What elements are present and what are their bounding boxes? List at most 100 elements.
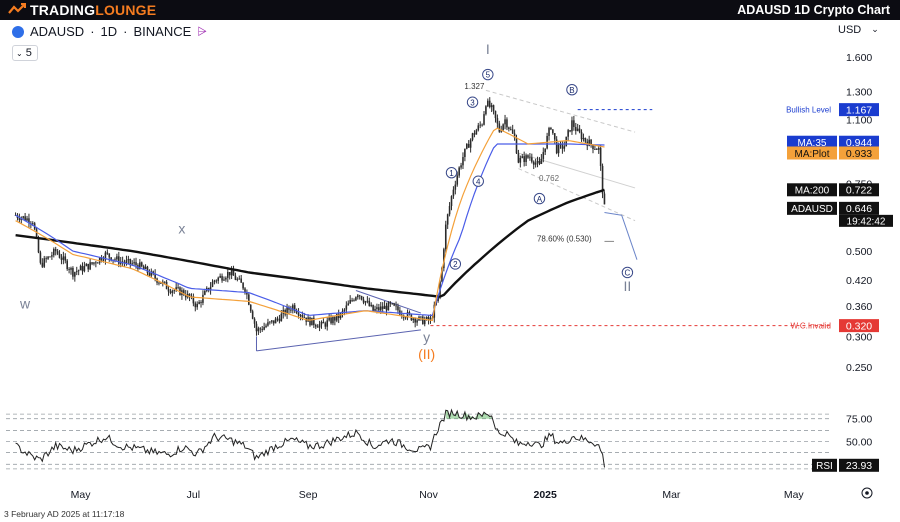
candle-body [96, 262, 99, 264]
rsi-name-text: RSI [816, 461, 833, 472]
moving-averages [15, 127, 605, 322]
candle-body [131, 263, 133, 265]
wave-5-label: 5 [486, 71, 491, 80]
candle-body [544, 148, 546, 153]
candle-body [351, 300, 353, 301]
candle-body [75, 271, 78, 273]
candle-body [378, 307, 380, 311]
candle-body [85, 263, 88, 267]
candle-body [353, 300, 355, 301]
candle-body [538, 160, 541, 164]
candle-body [389, 302, 392, 304]
candle-body [416, 320, 418, 323]
candle-body [372, 304, 374, 311]
candle-body [144, 266, 147, 269]
candle-body [406, 312, 409, 318]
candle-body [184, 294, 187, 298]
candle-body [274, 318, 277, 324]
candle-body [357, 295, 359, 298]
candle-body [98, 257, 101, 263]
candle-body [563, 146, 566, 149]
candle-body [429, 318, 432, 321]
candle-body [360, 296, 363, 300]
exchange-label: BINANCE [133, 24, 192, 39]
candle-body [540, 158, 543, 164]
candle-body [555, 139, 558, 154]
wave-b-circle [566, 84, 578, 96]
wave-5-circle [482, 68, 494, 81]
wave-y-label: y [423, 329, 430, 345]
symbol-legend[interactable]: ADAUSD · 1D · BINANCE ⩥ [12, 24, 207, 39]
candle-body [139, 262, 141, 269]
candle-body [66, 260, 68, 270]
currency-label: USD [838, 24, 862, 36]
candle-body [173, 290, 176, 291]
candle-body [597, 147, 600, 150]
label-name-box [787, 183, 837, 197]
wave-4-label: 4 [476, 177, 481, 186]
fib-ratio-label: 78.60% (0.530) [537, 234, 592, 243]
candle-body [68, 269, 70, 270]
label-name-box [787, 201, 837, 215]
candle-body [517, 153, 520, 163]
candle-body [125, 260, 128, 263]
candle-body [318, 324, 321, 328]
candle-body [324, 323, 327, 327]
candle-body [118, 256, 120, 264]
candle-body [248, 294, 250, 305]
candle-body [100, 257, 103, 261]
time-tick-label: Sep [299, 489, 318, 501]
channel-upper-line [485, 89, 636, 133]
candle-body [362, 299, 365, 303]
candle-body [288, 307, 290, 310]
candle-body [574, 126, 577, 131]
time-axis[interactable]: May Jul Sep Nov 2025 Mar May [71, 487, 873, 501]
candle-body [188, 293, 191, 298]
candle-body [504, 119, 506, 125]
candle-body [460, 165, 462, 168]
candle-body [511, 129, 514, 134]
price-axis[interactable]: 1.6001.3001.1000.9500.7500.5000.4200.360… [786, 52, 893, 472]
candle-body [110, 257, 112, 261]
candle-body [481, 124, 483, 126]
candle-body [121, 261, 124, 263]
candle-body [379, 306, 382, 311]
candle-body [77, 270, 80, 272]
candle-body [343, 309, 346, 312]
candle-body [450, 196, 453, 207]
candle-body [209, 286, 212, 291]
time-tick-label: Mar [662, 489, 681, 501]
top-bar: TRADINGLOUNGE ADAUSD 1D Crypto Chart [0, 0, 900, 20]
price-value-text: 0.933 [846, 148, 872, 160]
candle-body [64, 256, 67, 261]
currency-selector[interactable]: USD ⌄ [838, 24, 879, 36]
candle-body [146, 266, 149, 273]
candle-body [192, 296, 195, 304]
candle-body [81, 265, 84, 272]
candle-body [249, 304, 252, 312]
price-tick-label: 0.250 [846, 362, 872, 374]
indicators-toggle[interactable]: ⌄ 5 [12, 45, 38, 61]
candle-body [47, 256, 49, 259]
retrace-price-label: 0.762 [539, 174, 560, 183]
time-tick-label: Jul [187, 489, 200, 501]
candle-body [54, 249, 57, 252]
candle-body [270, 320, 273, 322]
candle-body [408, 312, 411, 315]
plugin-icon[interactable]: ⩥ [197, 24, 207, 38]
candle-body [525, 155, 527, 163]
candle-body [502, 124, 504, 131]
wave-c-label: C [625, 269, 631, 278]
candle-body [167, 289, 170, 292]
brand-text-lounge: LOUNGE [95, 2, 157, 18]
candle-body [446, 214, 449, 225]
candle-body [232, 270, 235, 276]
ma-line-ma35 [15, 143, 605, 317]
price-tick-label: 1.300 [846, 87, 872, 99]
candle-body [53, 249, 55, 256]
candle-body [276, 318, 279, 320]
candle-body [72, 267, 74, 277]
candle-body [506, 119, 508, 128]
candle-body [154, 273, 156, 279]
